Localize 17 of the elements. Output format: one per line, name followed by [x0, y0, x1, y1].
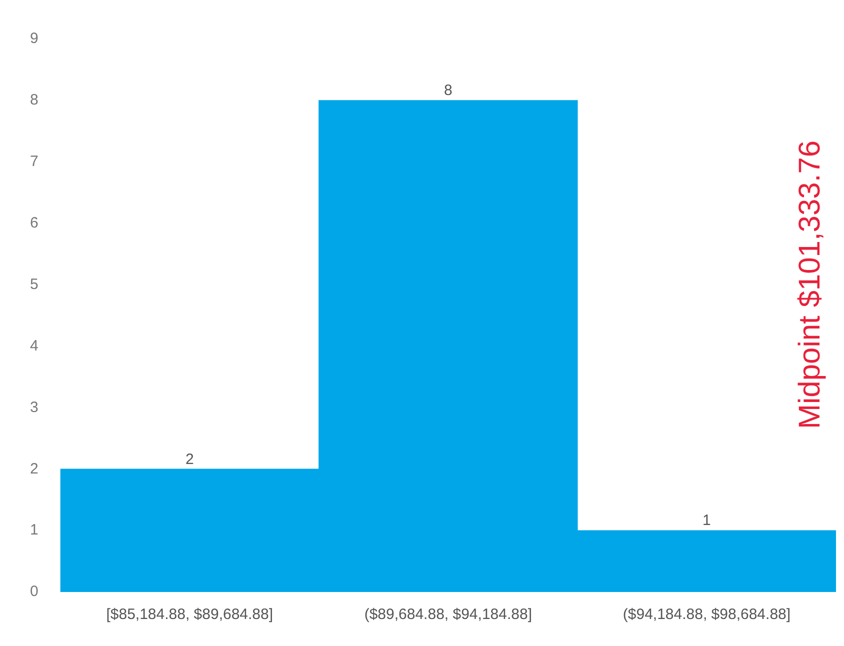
y-tick-label: 0 — [30, 583, 38, 600]
y-tick-label: 1 — [30, 522, 38, 539]
y-tick-label: 7 — [30, 153, 38, 170]
annotation: Midpoint $101,333.76 — [793, 140, 826, 429]
x-tick-label: ($89,684.88, $94,184.88] — [364, 606, 532, 624]
y-tick-label: 8 — [30, 92, 38, 109]
y-tick-label: 3 — [30, 398, 38, 416]
x-tick-label: ($94,184.88, $98,684.88] — [622, 606, 791, 624]
y-tick-label: 6 — [30, 214, 38, 232]
y-tick-label: 4 — [30, 337, 38, 354]
data-label: 1 — [702, 512, 711, 530]
y-tick-label: 9 — [30, 30, 38, 48]
data-label: 8 — [444, 82, 452, 100]
data-label: 2 — [185, 450, 194, 468]
x-tick-label: [$85,184.88, $89,684.88] — [106, 606, 274, 624]
y-tick-label: 2 — [30, 460, 38, 478]
y-tick-label: 5 — [30, 276, 38, 293]
